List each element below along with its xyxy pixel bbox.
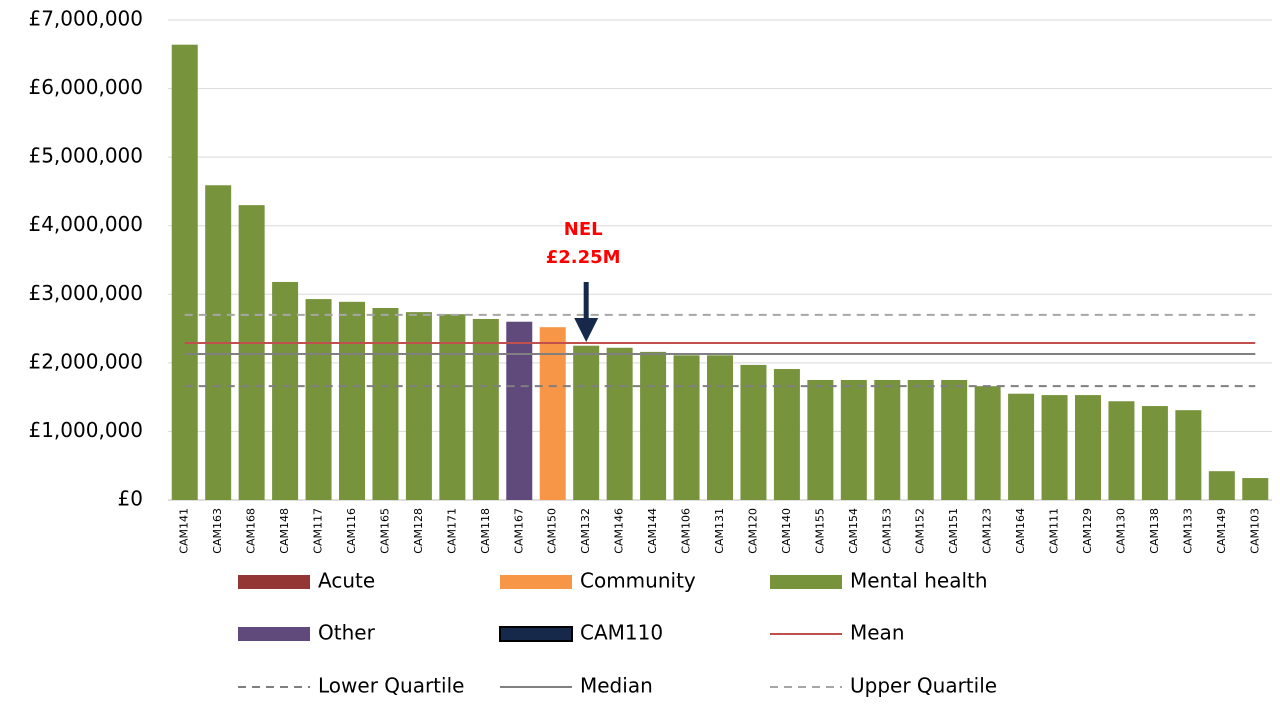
bar <box>740 364 767 500</box>
bar <box>372 308 399 500</box>
legend-swatch <box>238 627 310 641</box>
bar <box>171 44 198 500</box>
legend-swatch <box>499 626 573 642</box>
annotation: £2.25M <box>546 247 621 268</box>
legend-swatch <box>238 575 310 589</box>
annotation: NEL <box>564 219 603 240</box>
x-tick-label: CAM140 <box>780 508 793 554</box>
x-tick-label: CAM129 <box>1081 508 1094 554</box>
y-tick-label: £6,000,000 <box>28 75 143 99</box>
y-tick-label: £3,000,000 <box>28 281 143 305</box>
bar <box>1208 471 1235 500</box>
y-tick-label: £7,000,000 <box>28 7 143 31</box>
y-tick-label: £0 <box>118 487 143 511</box>
legend-label: Other <box>318 621 376 645</box>
x-tick-label: CAM120 <box>746 508 759 554</box>
x-tick-label: CAM164 <box>1014 508 1027 554</box>
x-tick-label: CAM168 <box>245 508 258 554</box>
bar <box>974 386 1001 500</box>
bar <box>640 351 667 500</box>
bar <box>472 318 499 500</box>
legend-swatch <box>770 575 842 589</box>
bar <box>339 301 365 500</box>
bar <box>1242 478 1269 500</box>
bar <box>606 347 633 500</box>
x-tick-label: CAM152 <box>914 508 927 554</box>
annotation-arrowhead <box>574 318 599 342</box>
bar <box>807 380 834 500</box>
bar <box>1075 395 1101 500</box>
y-tick-label: £1,000,000 <box>28 418 143 442</box>
bar <box>773 369 800 500</box>
legend-label: Community <box>580 569 696 593</box>
bar <box>1141 406 1168 500</box>
legend-label: Mean <box>850 621 905 645</box>
bar <box>539 327 566 500</box>
x-tick-label: CAM149 <box>1215 508 1228 554</box>
x-tick-label: CAM141 <box>178 508 191 554</box>
legend-label: Mental health <box>850 569 988 593</box>
x-tick-label: CAM171 <box>445 508 458 554</box>
x-tick-label: CAM148 <box>278 508 291 554</box>
x-tick-label: CAM106 <box>680 508 693 554</box>
legend-label: Acute <box>318 569 375 593</box>
x-tick-label: CAM103 <box>1248 508 1261 554</box>
x-tick-label: CAM111 <box>1048 508 1061 554</box>
bar <box>1175 410 1202 500</box>
bar <box>907 380 934 500</box>
x-tick-label: CAM154 <box>847 508 860 554</box>
x-tick-label: CAM138 <box>1148 508 1161 554</box>
x-tick-label: CAM123 <box>981 508 994 554</box>
bar <box>272 281 299 500</box>
y-tick-label: £4,000,000 <box>28 212 143 236</box>
x-tick-label: CAM132 <box>579 508 592 554</box>
x-tick-label: CAM153 <box>880 508 893 554</box>
x-tick-label: CAM118 <box>479 508 492 554</box>
x-tick-label: CAM133 <box>1181 508 1194 554</box>
x-tick-label: CAM151 <box>947 508 960 554</box>
x-tick-label: CAM117 <box>312 508 325 554</box>
legend-label: Upper Quartile <box>850 674 997 698</box>
bar <box>1008 393 1035 500</box>
bar <box>405 312 432 500</box>
x-tick-label: CAM131 <box>713 508 726 554</box>
legend-label: Lower Quartile <box>318 674 464 698</box>
x-tick-label: CAM163 <box>211 508 224 554</box>
x-tick-label: CAM165 <box>378 508 391 554</box>
bar <box>573 345 600 500</box>
bar <box>941 380 968 500</box>
y-tick-label: £2,000,000 <box>28 349 143 373</box>
x-tick-label: CAM167 <box>512 508 525 554</box>
y-tick-label: £5,000,000 <box>28 144 143 168</box>
x-tick-label: CAM150 <box>546 508 559 554</box>
bar <box>1108 401 1135 500</box>
legend-label: CAM110 <box>580 621 663 645</box>
bar <box>707 355 733 500</box>
x-tick-label: CAM128 <box>412 508 425 554</box>
legend-swatch <box>500 575 572 589</box>
bar <box>506 321 533 500</box>
x-tick-label: CAM130 <box>1114 508 1127 554</box>
bar <box>673 355 700 500</box>
x-tick-label: CAM155 <box>813 508 826 554</box>
bar <box>874 380 901 500</box>
x-tick-label: CAM144 <box>646 508 659 554</box>
bar <box>305 299 332 500</box>
legend-label: Median <box>580 674 653 698</box>
bar <box>1041 395 1068 500</box>
bar <box>840 380 867 500</box>
x-tick-label: CAM116 <box>345 508 358 554</box>
bar <box>439 314 466 500</box>
bar <box>238 205 265 500</box>
x-tick-label: CAM146 <box>613 508 626 554</box>
